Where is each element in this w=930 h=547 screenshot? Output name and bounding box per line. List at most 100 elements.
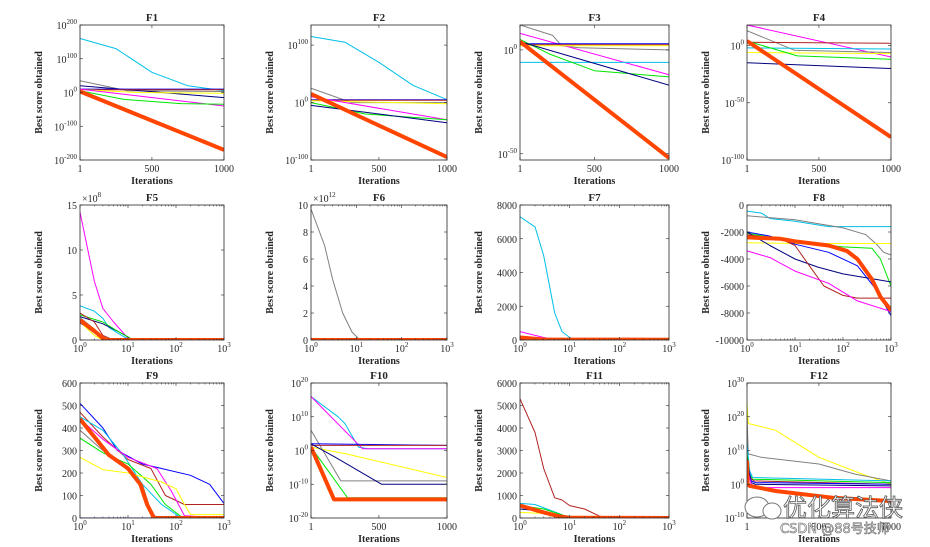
series-line bbox=[311, 102, 447, 121]
y-tick-label: 5 bbox=[72, 291, 77, 302]
subplot-title: F7 bbox=[588, 192, 601, 204]
series-line-proposed bbox=[747, 460, 891, 504]
subplot-f6: 100 101 102 103 0 2 4 6 8 10 ×1012 F6 Iterations Best… bbox=[265, 191, 454, 367]
y-tick-label: 200 bbox=[62, 469, 77, 480]
subplot-title: F2 bbox=[373, 12, 386, 24]
x-tick-label: 100 bbox=[73, 519, 87, 533]
x-axis-label: Iterations bbox=[358, 176, 400, 187]
series-line bbox=[747, 210, 891, 228]
series-line bbox=[747, 30, 891, 53]
subplot-f7: 100 101 102 103 0 2000 4000 6000 8000 F7 Iteration… bbox=[474, 192, 676, 367]
x-tick-label: 102 bbox=[613, 519, 627, 533]
series-line bbox=[311, 430, 447, 482]
series-line bbox=[747, 231, 891, 283]
x-tick-label: 100 bbox=[513, 341, 527, 355]
y-tick-label: 1020 bbox=[727, 410, 745, 424]
subplot-f1: 1 500 1000 10200 10100 100 10-100 10-200 F1 Itera… bbox=[34, 12, 234, 187]
y-axis-label: Best score obtained bbox=[701, 409, 712, 492]
y-tick-label: 10-10 bbox=[725, 511, 745, 525]
subplot-f11: 100 101 102 103 0 1000 2000 3000 4000 5000 6000 F11… bbox=[474, 370, 676, 545]
y-axis-label: Best score obtained bbox=[701, 51, 712, 134]
y-tick-label: 4 bbox=[303, 282, 308, 293]
x-axis-label: Iterations bbox=[358, 534, 400, 545]
x-tick-label: 103 bbox=[884, 341, 898, 355]
y-tick-label: -6000 bbox=[721, 282, 744, 293]
x-axis-label: Iterations bbox=[798, 356, 840, 367]
y-tick-label: 5000 bbox=[497, 402, 517, 413]
y-tick-label: -4000 bbox=[721, 255, 744, 266]
x-tick-label: 101 bbox=[121, 341, 135, 355]
subplot-title: F9 bbox=[146, 370, 159, 382]
x-tick-label: 102 bbox=[836, 341, 850, 355]
series-line bbox=[520, 32, 669, 76]
x-axis-label: Iterations bbox=[131, 534, 173, 545]
series-line-proposed bbox=[747, 39, 891, 139]
series-line bbox=[747, 250, 891, 313]
y-tick-label: 4000 bbox=[497, 424, 517, 435]
subplot-title: F6 bbox=[373, 192, 386, 204]
series-line bbox=[80, 456, 224, 516]
x-tick-label: 500 bbox=[371, 522, 386, 533]
series-line-proposed bbox=[520, 335, 669, 340]
x-axis-label: Iterations bbox=[131, 176, 173, 187]
axes-box bbox=[746, 204, 892, 341]
y-tick-label: 1010 bbox=[727, 444, 745, 458]
y-tick-label: 10100 bbox=[288, 38, 309, 52]
series-line bbox=[747, 52, 891, 55]
subplot-f2: 1 500 1000 10100 100 10-100 F2 Iterations Best s… bbox=[265, 12, 457, 187]
y-tick-label: 1010 bbox=[291, 410, 309, 424]
series-line bbox=[747, 40, 891, 60]
y-axis-label: Best score obtained bbox=[265, 409, 276, 492]
x-tick-label: 102 bbox=[169, 341, 183, 355]
y-tick-label: 10-200 bbox=[54, 153, 77, 167]
y-tick-label: 6 bbox=[303, 255, 308, 266]
series-line-proposed bbox=[80, 318, 224, 340]
plot-area bbox=[311, 205, 447, 340]
series-line bbox=[747, 62, 891, 69]
plot-area bbox=[80, 205, 224, 340]
series-line bbox=[311, 208, 447, 340]
x-tick-label: 1000 bbox=[214, 164, 234, 175]
y-tick-label: 8 bbox=[303, 228, 308, 239]
axes-box bbox=[310, 204, 448, 341]
watermark-title: 优化算法侠 bbox=[783, 494, 903, 522]
y-axis-label: Best score obtained bbox=[474, 51, 485, 134]
subplot-title: F4 bbox=[813, 12, 826, 24]
subplot-f10: 1 500 1000 1020 1010 100 10-10 10-20 F10 Iteratio… bbox=[265, 370, 457, 545]
series-group bbox=[311, 396, 447, 502]
x-tick-label: 500 bbox=[811, 522, 826, 533]
x-tick-label: 1 bbox=[745, 164, 750, 175]
x-axis-label: Iterations bbox=[798, 176, 840, 187]
y-tick-label: 600 bbox=[62, 379, 77, 390]
series-line-proposed bbox=[520, 40, 669, 160]
x-tick-label: 103 bbox=[440, 341, 454, 355]
subplot-f8: 100 101 102 103 0 -2000 -4000 -6000 -8000 -10000 F… bbox=[701, 192, 898, 367]
series-line bbox=[747, 215, 891, 256]
subplot-title: F5 bbox=[146, 192, 159, 204]
x-axis-label: Iterations bbox=[798, 534, 840, 545]
subplot-title: F1 bbox=[146, 12, 158, 24]
subplot-f3: 1 500 1000 100 10-50 F3 Iterations Best score o… bbox=[474, 12, 679, 187]
series-line-proposed bbox=[311, 92, 447, 159]
series-group bbox=[747, 403, 891, 504]
x-tick-label: 101 bbox=[788, 341, 802, 355]
y-tick-label: 100 bbox=[731, 39, 745, 53]
x-tick-label: 102 bbox=[613, 341, 627, 355]
subplot-f9: 100 101 102 1030100200300400500600F9Iterati… bbox=[34, 370, 231, 545]
series-line bbox=[311, 36, 447, 101]
series-group bbox=[747, 210, 891, 316]
subplot-f12: 1 500 1000 1030 1020 1010 100 10-10 F12 Iteration… bbox=[701, 370, 901, 545]
x-axis-label: Iterations bbox=[131, 356, 173, 367]
y-tick-label: 4000 bbox=[497, 269, 517, 280]
y-tick-label: 100 bbox=[295, 444, 309, 458]
y-axis-label: Best score obtained bbox=[265, 231, 276, 314]
x-tick-label: 100 bbox=[73, 341, 87, 355]
y-tick-label: 8000 bbox=[497, 201, 517, 212]
subplot-title: F11 bbox=[586, 370, 603, 382]
x-tick-label: 1000 bbox=[881, 522, 901, 533]
y-tick-label: 2 bbox=[303, 309, 308, 320]
plot-area bbox=[747, 25, 891, 160]
series-group bbox=[520, 25, 669, 160]
y-axis-label: Best score obtained bbox=[701, 231, 712, 314]
x-tick-label: 1000 bbox=[437, 164, 457, 175]
